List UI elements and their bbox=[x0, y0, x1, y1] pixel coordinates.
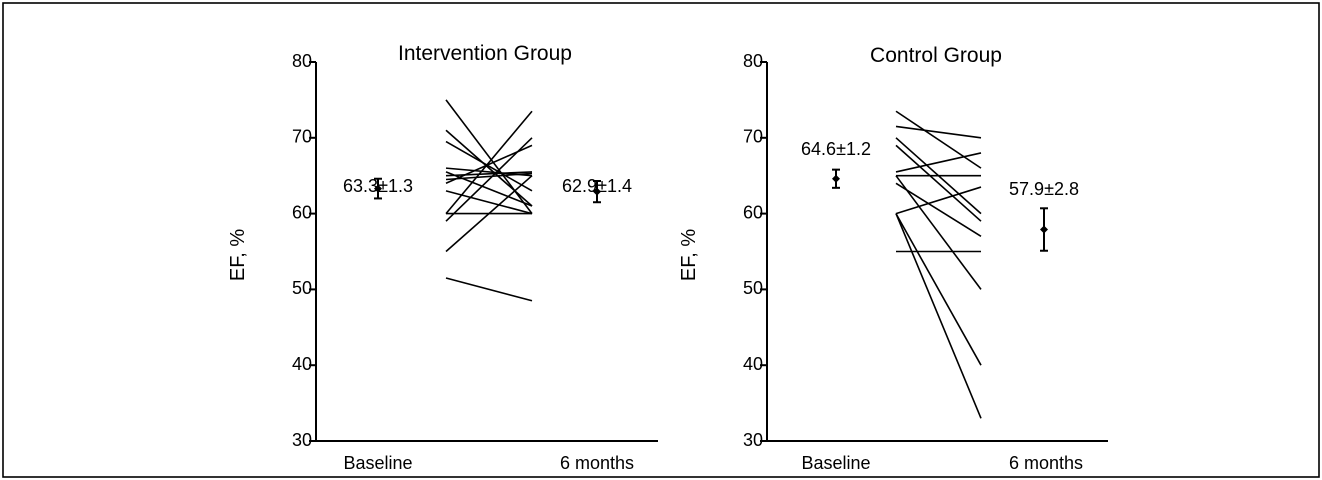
y-tick-label: 70 bbox=[743, 127, 763, 147]
y-tick-label: 30 bbox=[743, 430, 763, 450]
subject-line bbox=[895, 144, 982, 222]
mean-point bbox=[832, 174, 840, 183]
y-axis-label: EF, % bbox=[227, 229, 249, 281]
mean-point bbox=[374, 184, 382, 193]
subject-line bbox=[445, 190, 533, 215]
subject-line bbox=[895, 152, 982, 173]
subject-lines bbox=[445, 99, 533, 302]
x-category-label: 6 months bbox=[560, 453, 634, 473]
subject-line bbox=[895, 182, 982, 238]
subject-line bbox=[445, 172, 533, 181]
category-labels: Baseline 6 months bbox=[801, 453, 1083, 473]
mean-point bbox=[1040, 225, 1048, 234]
subject-line bbox=[445, 277, 533, 302]
y-axis-label: EF, % bbox=[678, 229, 700, 281]
subject-line bbox=[895, 186, 982, 215]
x-category-label: 6 months bbox=[1009, 453, 1083, 473]
y-tick-label: 60 bbox=[743, 202, 763, 222]
subject-lines bbox=[895, 110, 982, 419]
x-category-label: Baseline bbox=[801, 453, 870, 473]
mean-annotation: 63.3±1.3 bbox=[343, 176, 413, 196]
subject-line bbox=[445, 110, 533, 215]
category-labels: Baseline 6 months bbox=[343, 453, 634, 473]
mean-annotation: 64.6±1.2 bbox=[801, 139, 871, 159]
y-tick-label: 80 bbox=[292, 51, 312, 71]
y-tick-label: 80 bbox=[743, 51, 763, 71]
axes bbox=[766, 62, 1108, 442]
mean-markers: 63.3±1.3 62.9±1.4 bbox=[343, 176, 632, 204]
mean-annotation: 62.9±1.4 bbox=[562, 176, 632, 196]
subject-line bbox=[895, 110, 982, 169]
subject-line bbox=[445, 175, 533, 253]
control-group-panel: Control Group EF, % 30 40 50 60 70 80 Baselin… bbox=[678, 44, 1108, 473]
y-tick-label: 70 bbox=[292, 127, 312, 147]
y-tick-label: 40 bbox=[743, 354, 763, 374]
panel-title: Control Group bbox=[870, 44, 1002, 67]
y-ticks: 30 40 50 60 70 80 bbox=[743, 51, 767, 450]
y-tick-label: 40 bbox=[292, 354, 312, 374]
y-ticks: 30 40 50 60 70 80 bbox=[292, 51, 316, 450]
subject-line bbox=[895, 213, 982, 366]
axes bbox=[315, 62, 658, 442]
subject-line bbox=[445, 140, 533, 192]
subject-line bbox=[445, 99, 533, 215]
x-category-label: Baseline bbox=[343, 453, 412, 473]
subject-line bbox=[445, 129, 533, 207]
subject-line bbox=[445, 137, 533, 222]
y-tick-label: 50 bbox=[292, 278, 312, 298]
subject-line bbox=[445, 171, 533, 177]
panel-title: Intervention Group bbox=[398, 42, 572, 65]
y-tick-label: 50 bbox=[743, 278, 763, 298]
subject-line bbox=[895, 175, 982, 290]
mean-markers: 64.6±1.2 57.9±2.8 bbox=[801, 139, 1079, 252]
mean-annotation: 57.9±2.8 bbox=[1009, 179, 1079, 199]
subject-line bbox=[895, 125, 982, 139]
y-tick-label: 60 bbox=[292, 202, 312, 222]
mean-point bbox=[593, 187, 601, 196]
subject-line bbox=[895, 213, 982, 419]
y-tick-label: 30 bbox=[292, 430, 312, 450]
intervention-group-panel: Intervention Group EF, % 30 40 50 60 70 80 Ba… bbox=[227, 42, 658, 473]
